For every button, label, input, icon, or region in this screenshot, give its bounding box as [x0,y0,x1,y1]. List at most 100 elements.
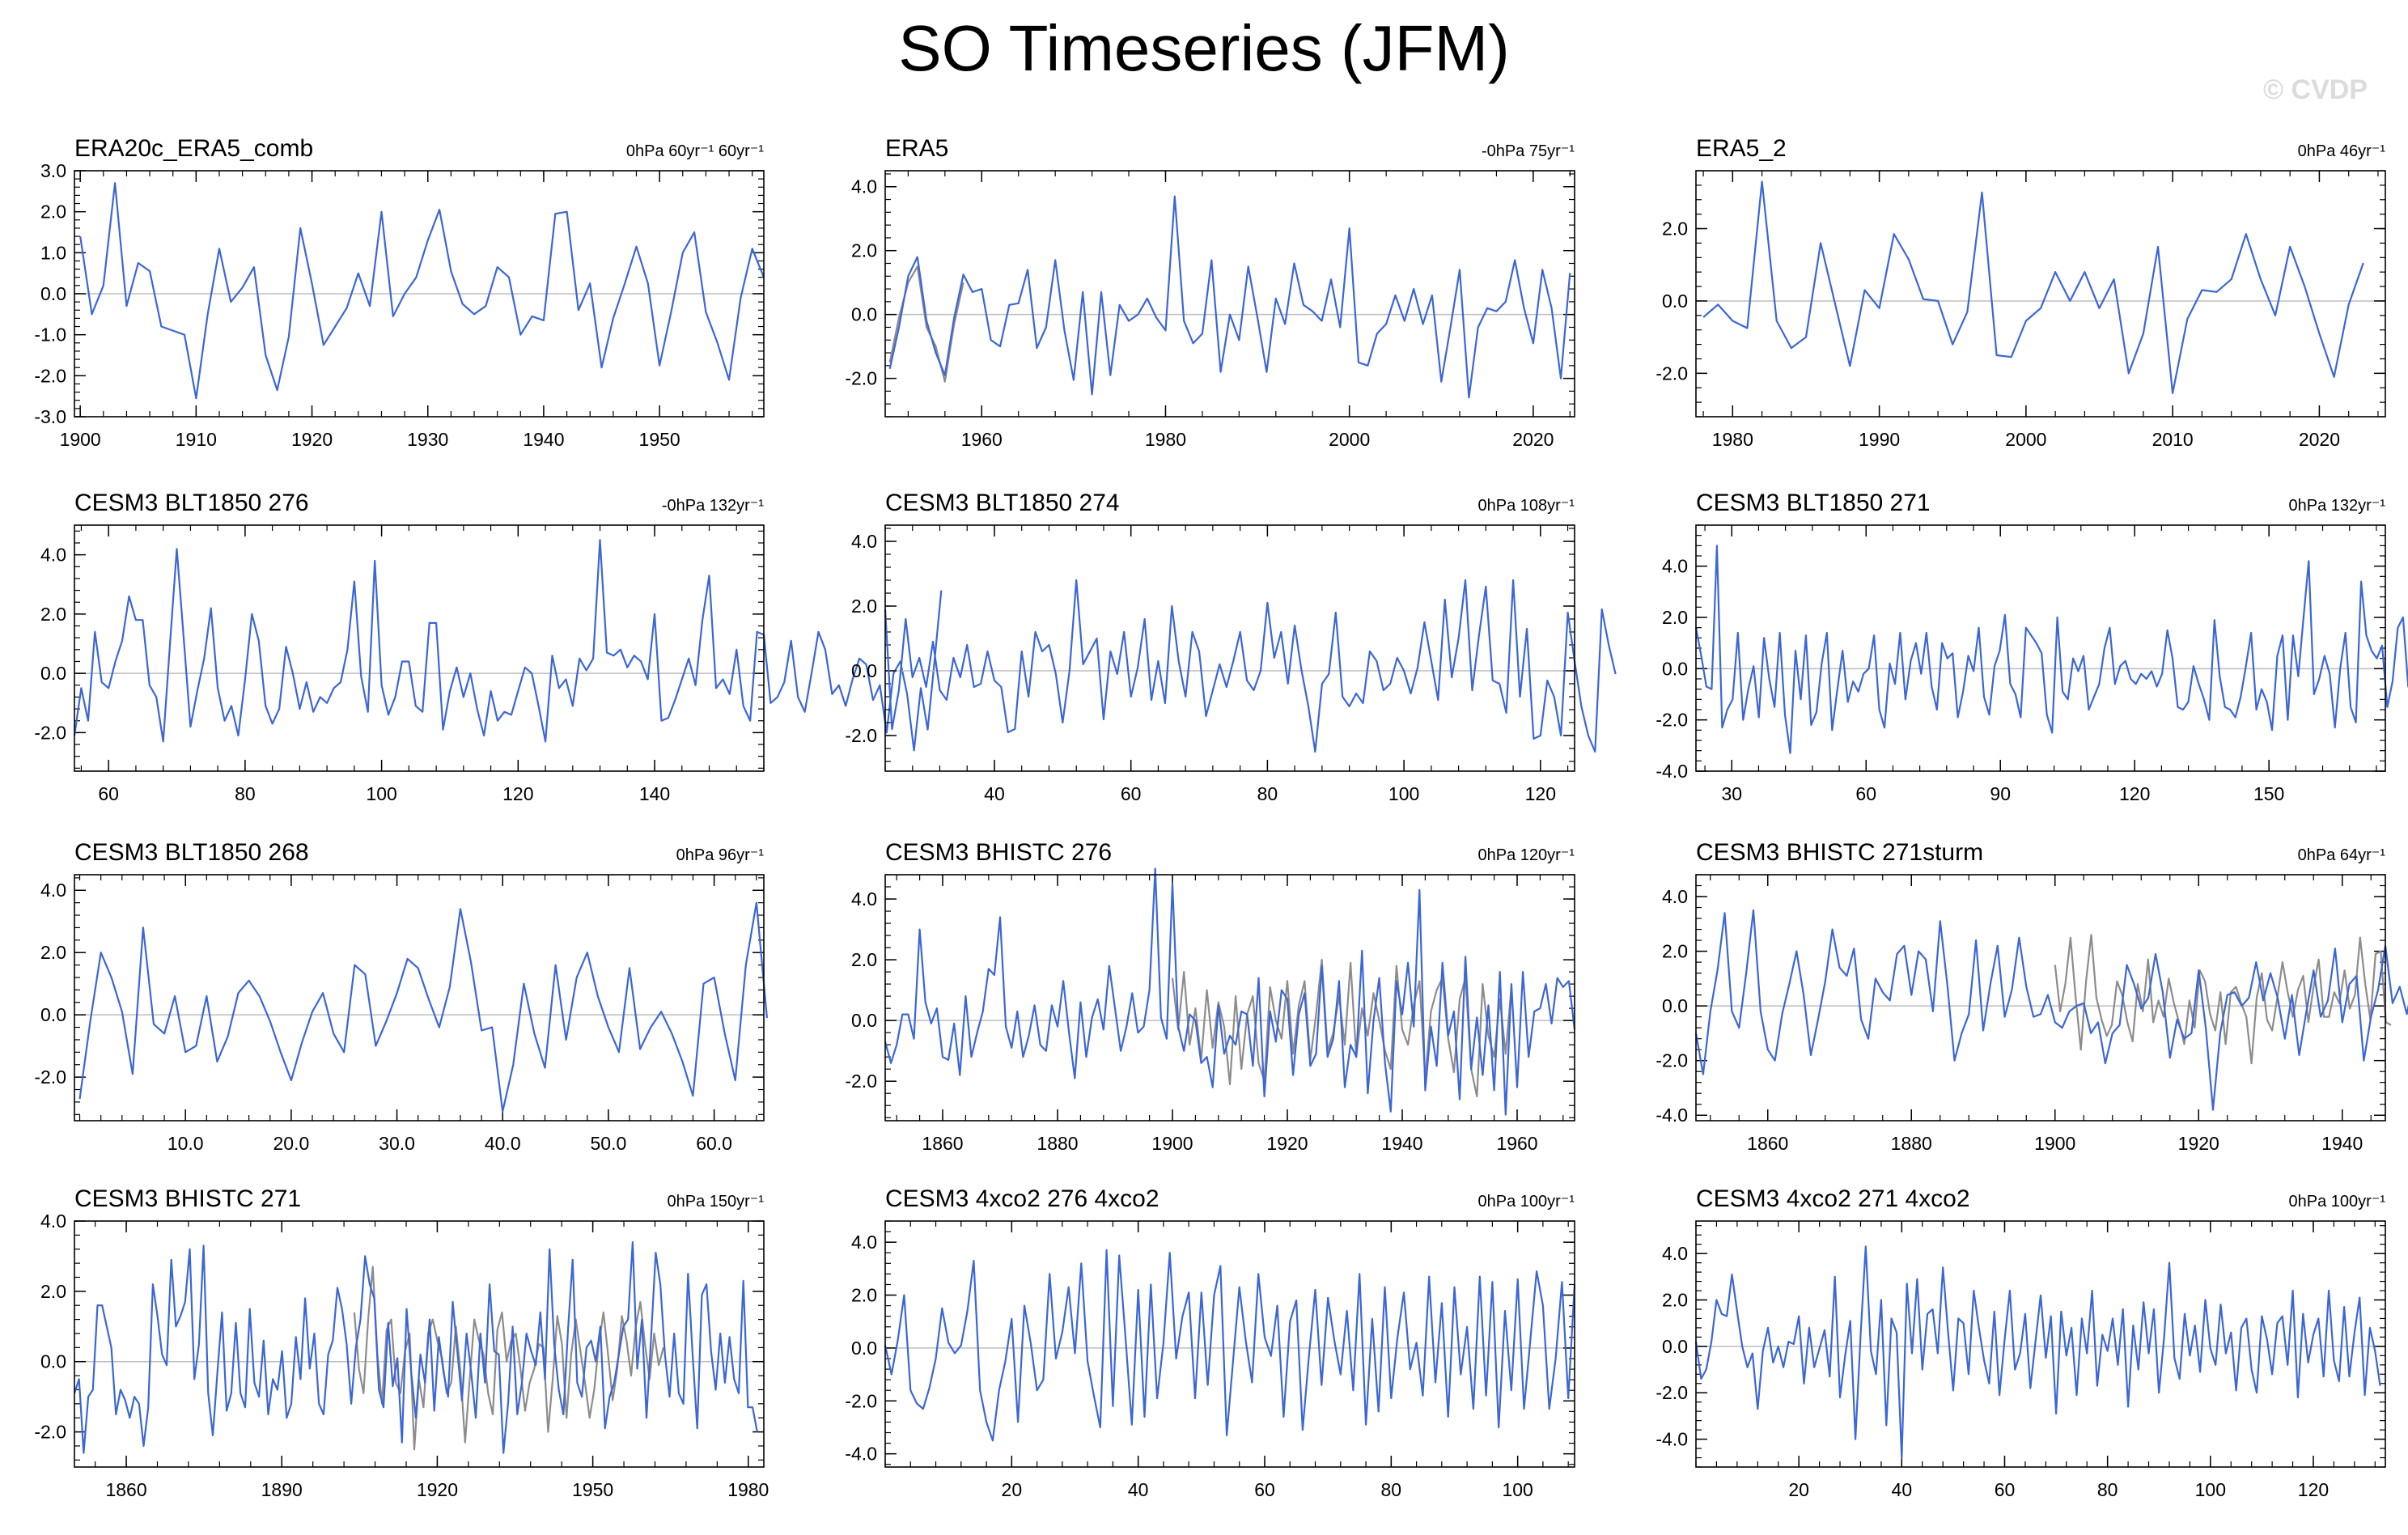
panel-title: CESM3 BLT1850 271 [1696,490,1931,516]
panel-title: CESM3 4xco2 276 4xco2 [885,1185,1159,1212]
panel-title: CESM3 BLT1850 274 [885,490,1120,516]
x-tick-label: 60 [1855,783,1876,804]
y-tick-label: -3.0 [34,406,66,427]
series-line [884,579,1617,753]
y-tick-label: 4.0 [40,1211,66,1232]
x-tick-label: 40.0 [485,1133,521,1154]
x-tick-label: 1880 [1891,1133,1932,1154]
panel-title: ERA5_2 [1696,135,1787,162]
chart-panel: CESM3 BHISTC 271 0hPa 150yr⁻¹ 1860 1890 1920… [34,1185,769,1500]
x-tick-label: 140 [639,783,670,804]
x-tick-label: 1900 [60,429,101,450]
x-tick-label: 1940 [1381,1133,1422,1154]
x-tick-label: 60 [1254,1479,1275,1500]
series-line [884,1249,1576,1442]
chart-panel: ERA5 -0hPa 75yr⁻¹ 1960 1980 2000 2020 -2.0 0.0 2… [845,135,1575,450]
y-tick-label: 4.0 [851,531,877,552]
x-tick-label: 1880 [1037,1133,1078,1154]
chart-panel: ERA20c_ERA5_comb 0hPa 60yr⁻¹ 60yr⁻¹ 1900 19… [34,135,765,450]
x-tick-label: 1940 [523,429,564,450]
y-tick-label: -2.0 [845,725,877,746]
x-tick-label: 1960 [961,429,1003,450]
x-tick-label: 60 [98,783,119,804]
series-line [79,182,765,400]
chart-panel: ERA5_2 0hPa 46yr⁻¹ 1980 1990 2000 2010 2020 -2.… [1656,135,2386,450]
x-tick-label: 100 [366,783,396,804]
plot-frame [74,1220,765,1468]
y-tick-label: 0.0 [1662,995,1688,1016]
y-tick-label: 0.0 [851,1338,877,1359]
plot-frame [1695,170,2386,418]
x-tick-label: 2010 [2152,429,2194,450]
x-tick-label: 120 [1525,783,1556,804]
y-tick-label: -1.0 [34,324,66,346]
x-tick-label: 80 [235,783,256,804]
y-tick-label: 0.0 [40,1004,66,1025]
y-tick-label: 0.0 [851,304,877,325]
chart-panel: CESM3 4xco2 276 4xco2 0hPa 100yr⁻¹ 20 40 60 8… [845,1185,1576,1500]
x-tick-label: 80 [1257,783,1278,804]
y-tick-label: 0.0 [40,283,66,304]
y-tick-label: 0.0 [851,660,877,681]
y-tick-label: -2.0 [845,1390,877,1411]
panel-annotation: 0hPa 100yr⁻¹ [1477,1193,1575,1211]
y-tick-label: 4.0 [40,545,66,566]
series-line [1694,1245,2381,1459]
x-tick-label: 2000 [2005,429,2046,450]
y-tick-label: -2.0 [34,365,66,386]
panel-annotation: 0hPa 100yr⁻¹ [2288,1193,2385,1211]
x-tick-label: 60 [1995,1479,2016,1500]
y-tick-label: 2.0 [1662,218,1688,240]
y-tick-label: 1.0 [40,242,66,263]
y-tick-label: 4.0 [40,880,66,901]
x-tick-label: 1940 [2321,1133,2363,1154]
x-tick-label: 60 [1121,783,1142,804]
x-tick-label: 20 [1002,1479,1023,1500]
y-tick-label: 4.0 [851,1232,877,1253]
chart-panel: CESM3 BLT1850 274 0hPa 108yr⁻¹ 40 60 80 100 12… [845,490,1617,804]
series-line [1694,909,2408,1111]
series-line [1694,545,2408,754]
series-line [78,901,768,1113]
x-tick-label: 90 [1990,783,2011,804]
y-tick-label: 2.0 [851,596,877,617]
y-tick-label: 2.0 [851,240,877,261]
x-tick-label: 1900 [2034,1133,2075,1154]
plot-frame [884,1220,1575,1468]
watermark: © CVDP [2263,74,2368,105]
y-tick-label: 0.0 [40,1351,66,1372]
y-tick-label: -2.0 [1656,1050,1688,1071]
x-tick-label: 1990 [1859,429,1900,450]
x-tick-label: 1920 [291,429,333,450]
x-tick-label: 2020 [1512,429,1554,450]
y-tick-label: -2.0 [1656,363,1688,384]
x-tick-label: 1920 [417,1479,458,1500]
panel-title: CESM3 BLT1850 276 [74,490,309,516]
plot-frame [74,524,765,772]
x-tick-label: 1920 [1266,1133,1308,1154]
x-tick-label: 20.0 [273,1133,310,1154]
x-tick-label: 1980 [1712,429,1753,450]
x-tick-label: 120 [2119,783,2150,804]
y-tick-label: -2.0 [34,1066,66,1088]
x-tick-label: 1920 [2178,1133,2219,1154]
y-tick-label: 2.0 [1662,1290,1688,1311]
x-tick-label: 1950 [639,429,680,450]
x-tick-label: 30 [1721,783,1742,804]
x-tick-label: 1860 [922,1133,963,1154]
panel-title: CESM3 BHISTC 271sturm [1696,839,1983,866]
panel-annotation: -0hPa 75yr⁻¹ [1482,142,1575,160]
y-tick-label: 4.0 [1662,556,1688,577]
plot-frame [884,170,1575,418]
plot-frame [74,170,765,418]
chart-panel: CESM3 4xco2 271 4xco2 0hPa 100yr⁻¹ 20 40 60 8… [1656,1185,2386,1500]
y-tick-label: 0.0 [1662,290,1688,312]
x-tick-label: 120 [2298,1479,2329,1500]
series-line [884,867,1576,1116]
x-tick-label: 120 [502,783,533,804]
chart-panel: CESM3 BLT1850 271 0hPa 132yr⁻¹ 30 60 90 120 15… [1656,490,2408,804]
plot-frame [1695,524,2386,772]
y-tick-label: 0.0 [1662,658,1688,679]
y-tick-label: 0.0 [1662,1336,1688,1357]
x-tick-label: 80 [2097,1479,2118,1500]
